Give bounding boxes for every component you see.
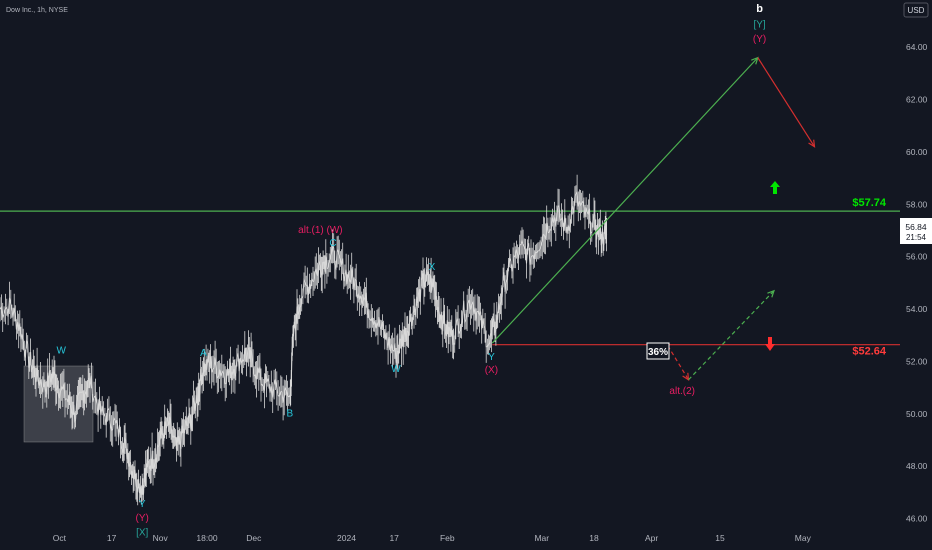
x-tick-label: 2024 [337, 533, 356, 543]
wave-label: [Y] [753, 20, 765, 31]
x-tick-label: Apr [645, 533, 658, 543]
wave-label: W [56, 346, 66, 357]
price-level-label: $57.74 [852, 197, 887, 209]
y-tick-label: 62.00 [906, 95, 928, 105]
y-tick-label: 50.00 [906, 409, 928, 419]
projection-arrowhead [767, 289, 775, 298]
wave-label: (Y) [136, 513, 149, 524]
projection-arrowhead [682, 372, 690, 381]
x-tick-label: Nov [153, 533, 169, 543]
wave-label: Y [488, 352, 495, 363]
price-series-wicks [0, 174, 607, 506]
projection-path [757, 57, 816, 147]
probability-box [646, 342, 670, 360]
x-tick-label: Feb [440, 533, 455, 543]
last-price-tag [900, 218, 932, 244]
price-level-label: $52.64 [852, 346, 887, 358]
y-tick-label: 56.00 [906, 252, 928, 262]
x-tick-label: Dec [246, 533, 262, 543]
x-tick-label: May [795, 533, 812, 543]
wave-label: b [756, 3, 763, 15]
up-arrow-icon [770, 181, 780, 194]
x-tick-label: 17 [389, 533, 399, 543]
y-tick-label: 64.00 [906, 42, 928, 52]
wave-label: (Y) [753, 34, 766, 45]
x-tick-label: 18:00 [196, 533, 218, 543]
wave-label: alt.(1) (W) [298, 225, 342, 236]
currency-button-frame[interactable] [903, 2, 929, 18]
projection-path [491, 57, 759, 344]
x-tick-label: Oct [53, 533, 67, 543]
y-tick-label: 46.00 [906, 514, 928, 524]
wave-label: Y [139, 499, 146, 510]
wave-label: A [200, 348, 207, 359]
x-tick-label: 18 [589, 533, 599, 543]
y-tick-label: 54.00 [906, 304, 928, 314]
wave-label: C [329, 238, 336, 249]
x-tick-label: Mar [534, 533, 549, 543]
y-tick-label: 58.00 [906, 199, 928, 209]
wave-label: X [429, 262, 436, 273]
projection-arrowhead [808, 139, 816, 148]
y-tick-label: 60.00 [906, 147, 928, 157]
wave-label: (X) [485, 365, 498, 376]
y-tick-label: 52.00 [906, 356, 928, 366]
down-arrow-icon-shape [765, 337, 775, 351]
price-countdown: 21:54 [906, 233, 927, 242]
x-axis: Oct 17 Nov 18:00 Dec 2024 17 Feb Mar 18 Apr 15 May [53, 533, 812, 543]
x-tick-label: 15 [715, 533, 725, 543]
wave-label: W [391, 364, 401, 375]
y-tick-label: 48.00 [906, 461, 928, 471]
projection-arrowhead [751, 56, 759, 65]
last-price-value: 56.84 [905, 222, 927, 232]
probability-label: 36% [648, 347, 668, 358]
chart-header-title: Dow Inc., 1h, NYSE [6, 7, 68, 14]
wave-label: B [286, 408, 293, 419]
wave-label: alt.(2) [669, 386, 695, 397]
wave-label: [X] [136, 528, 148, 539]
y-axis: 46.00 48.00 50.00 52.00 54.00 56.00 58.00 60.00… [906, 42, 928, 523]
currency-button[interactable]: USD [908, 6, 925, 15]
x-tick-label: 17 [107, 533, 117, 543]
